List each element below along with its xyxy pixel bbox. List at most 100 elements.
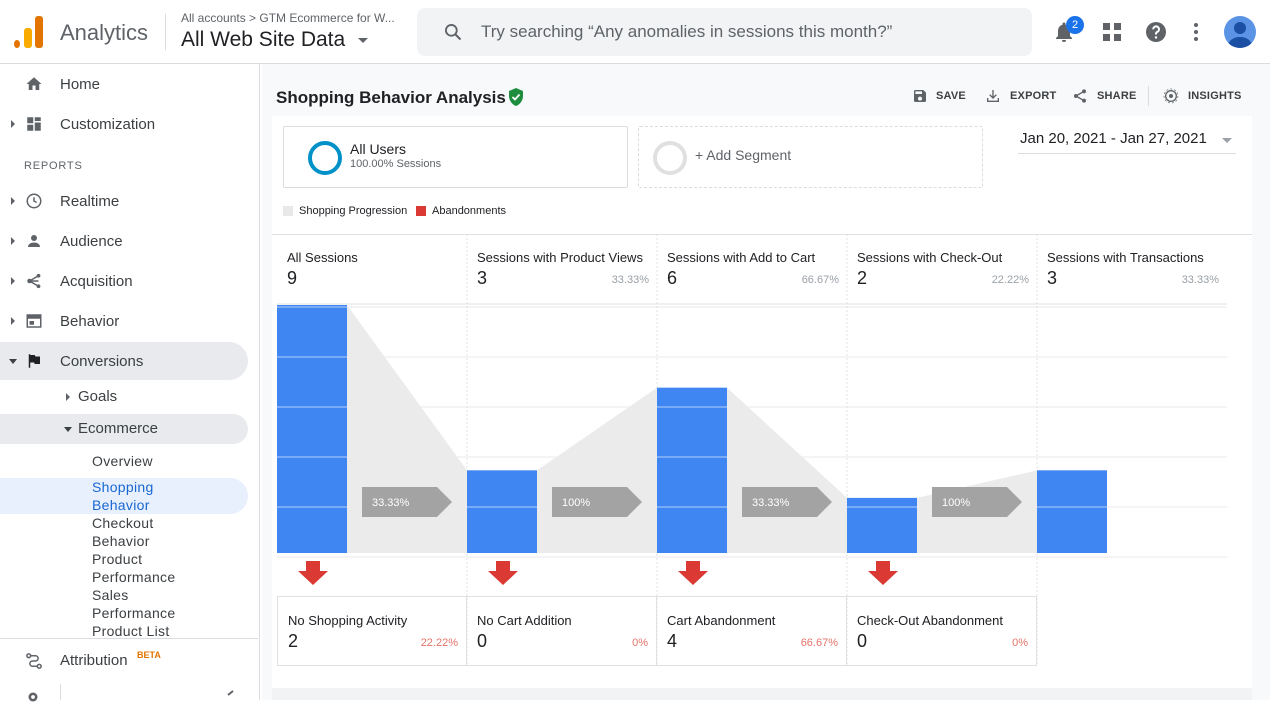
abandonment-label: No Shopping Activity xyxy=(288,613,408,628)
sidebar-item-home[interactable]: Home xyxy=(0,65,248,103)
save-label: SAVE xyxy=(936,90,966,102)
search-input[interactable] xyxy=(481,20,1011,44)
account-avatar-icon xyxy=(1228,22,1252,48)
abandonment-value: 0 xyxy=(477,631,488,651)
home-icon xyxy=(26,77,42,90)
sidebar-item-realtime[interactable]: Realtime xyxy=(0,182,248,220)
reports-header: REPORTS xyxy=(24,160,83,172)
divider xyxy=(0,638,258,639)
chevron-right-icon xyxy=(11,237,15,245)
legend-swatch xyxy=(283,206,293,216)
view-selector[interactable]: All Web Site Data xyxy=(181,28,346,51)
abandonment-percent: 0% xyxy=(632,637,648,649)
legend-swatch xyxy=(416,206,426,216)
sidebar-item-label: Customization xyxy=(60,116,156,133)
download-icon xyxy=(987,90,999,102)
stage-label: Sessions with Product Views xyxy=(477,250,643,265)
funnel-bar xyxy=(847,497,917,553)
stage-value: 2 xyxy=(857,268,868,288)
sidebar-item-product-performance[interactable]: Product Performance xyxy=(92,551,176,585)
segment-ring-icon xyxy=(653,141,687,175)
sidebar-item-customization[interactable]: Customization xyxy=(0,105,248,143)
stage-label: All Sessions xyxy=(287,250,358,265)
abandonment-value: 4 xyxy=(667,631,678,651)
stage-label: Sessions with Transactions xyxy=(1047,250,1204,265)
account-breadcrumb[interactable]: All accounts > GTM Ecommerce for W... xyxy=(181,11,395,25)
sidebar-item-product-list[interactable]: Product List xyxy=(92,623,170,639)
sidebar-item-acquisition[interactable]: Acquisition xyxy=(0,262,248,300)
sidebar-item-behavior[interactable]: Behavior xyxy=(0,302,248,340)
share-label: SHARE xyxy=(1097,90,1137,102)
sidebar-item-audience[interactable]: Audience xyxy=(0,222,248,260)
segment-all-users[interactable]: All Users 100.00% Sessions xyxy=(283,126,628,188)
chevron-right-icon xyxy=(11,197,15,205)
app-title[interactable]: Analytics xyxy=(60,20,149,45)
chevron-down-icon xyxy=(64,427,72,432)
stage-value: 9 xyxy=(287,268,298,288)
sidebar-item-sales-performance[interactable]: Sales Performance xyxy=(92,587,176,621)
search-box[interactable] xyxy=(417,8,1032,56)
stage-percent: 22.22% xyxy=(991,274,1029,286)
add-segment-button[interactable]: + Add Segment xyxy=(638,126,983,188)
sidebar-footer xyxy=(0,684,258,702)
abandonment-label: No Cart Addition xyxy=(477,613,572,628)
collapse-icon[interactable] xyxy=(224,690,236,700)
date-range-picker[interactable]: Jan 20, 2021 - Jan 27, 2021 xyxy=(1018,130,1236,154)
dashboard-icon xyxy=(27,117,41,131)
attribution-icon xyxy=(26,653,42,669)
sidebar-item-label: Home xyxy=(60,76,101,93)
abandonment-cell[interactable]: Check-Out Abandonment 0 0% xyxy=(847,596,1037,666)
stage-value: 3 xyxy=(477,268,488,288)
avatar[interactable] xyxy=(1224,16,1256,48)
gear-icon[interactable] xyxy=(24,688,42,706)
abandon-arrow-icon xyxy=(868,561,898,585)
segment-name: All Users xyxy=(350,141,407,157)
sidebar-item-overview[interactable]: Overview xyxy=(92,453,153,469)
notification-badge: 2 xyxy=(1066,16,1084,34)
abandonment-cell[interactable]: No Shopping Activity 2 22.22% xyxy=(277,596,467,666)
sidebar-item-label: Ecommerce xyxy=(78,420,159,437)
page-title: Shopping Behavior Analysis xyxy=(276,88,506,107)
clock-icon xyxy=(26,193,42,209)
sidebar: Home Customization REPORTS Realtime Audi… xyxy=(0,64,260,702)
share-icon xyxy=(1074,89,1086,103)
abandonment-label: Cart Abandonment xyxy=(667,613,776,628)
funnel-bar xyxy=(277,305,347,553)
export-label: EXPORT xyxy=(1010,90,1057,102)
progression-area xyxy=(537,387,657,553)
more-vert-icon[interactable] xyxy=(1184,20,1208,44)
active-item-highlight xyxy=(0,478,248,514)
abandon-arrow-icon xyxy=(678,561,708,585)
abandonment-cell[interactable]: Cart Abandonment 4 66.67% xyxy=(657,596,847,666)
sidebar-item-checkout-behavior[interactable]: Checkout Behavior xyxy=(92,515,154,549)
sidebar-item-goals[interactable]: Goals xyxy=(0,382,248,412)
abandon-arrow-icon xyxy=(488,561,518,585)
sidebar-item-attribution[interactable]: Attribution BETA xyxy=(0,642,258,678)
progression-arrow xyxy=(932,487,1022,517)
sidebar-item-ecommerce[interactable]: Ecommerce xyxy=(0,414,248,444)
person-icon xyxy=(28,235,40,247)
insights-icon xyxy=(1163,88,1179,104)
chevron-down-icon xyxy=(9,359,17,364)
help-icon[interactable] xyxy=(1144,20,1168,44)
caret-down-icon xyxy=(1222,138,1232,143)
sidebar-item-label: Goals xyxy=(78,388,118,405)
analytics-logo-icon[interactable] xyxy=(14,16,44,48)
beta-badge: BETA xyxy=(137,650,161,660)
stage-value: 6 xyxy=(667,268,678,288)
sidebar-item-shopping-behavior[interactable]: Shopping Behavior xyxy=(92,479,154,513)
funnel-bar xyxy=(1037,470,1107,553)
abandonment-cell[interactable]: No Cart Addition 0 0% xyxy=(467,596,657,666)
insights-label: INSIGHTS xyxy=(1188,90,1242,102)
sidebar-item-label: Attribution xyxy=(60,652,128,669)
sidebar-item-conversions[interactable]: Conversions xyxy=(0,342,248,380)
sidebar-item-label: Realtime xyxy=(60,193,120,210)
caret-down-icon[interactable] xyxy=(358,38,368,43)
divider xyxy=(1148,86,1149,106)
apps-grid-icon[interactable] xyxy=(1100,20,1124,44)
progression-arrow xyxy=(552,487,642,517)
abandonment-value: 2 xyxy=(288,631,299,651)
progression-percent: 33.33% xyxy=(752,497,790,509)
chevron-right-icon xyxy=(11,317,15,325)
top-bar: Analytics All accounts > GTM Ecommerce f… xyxy=(0,0,1270,64)
